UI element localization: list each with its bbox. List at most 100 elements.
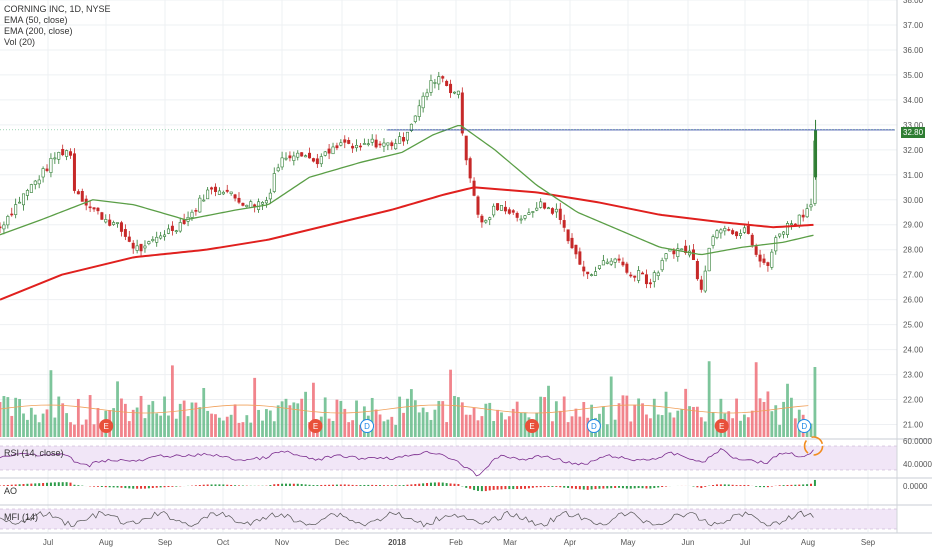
candle-body xyxy=(166,228,170,234)
volume-bar xyxy=(695,406,699,437)
volume-bar xyxy=(578,416,582,437)
candle-body xyxy=(210,187,214,190)
candle-body xyxy=(441,76,445,79)
volume-bar xyxy=(65,413,69,437)
volume-bar xyxy=(688,406,691,437)
ao-bar xyxy=(551,486,554,487)
candle-body xyxy=(104,219,108,223)
volume-bar xyxy=(743,414,746,437)
candle-body xyxy=(637,270,641,281)
ao-bar xyxy=(762,486,765,488)
volume-bar xyxy=(770,411,774,437)
x-tick-label: Jul xyxy=(43,538,53,547)
volume-bar xyxy=(53,417,57,437)
ao-bar xyxy=(473,486,476,491)
ao-bar xyxy=(719,484,722,486)
candle-body xyxy=(261,202,265,205)
volume-bar xyxy=(14,397,18,437)
earnings-marker xyxy=(714,419,729,433)
ao-bar xyxy=(292,483,295,486)
ao-bar xyxy=(296,483,299,486)
candle-body xyxy=(613,258,617,263)
ema200-line xyxy=(0,186,814,301)
volume-bar xyxy=(570,416,574,437)
volume-bar xyxy=(304,391,307,437)
candle-body xyxy=(597,265,601,269)
volume-bar xyxy=(18,398,21,437)
volume-series xyxy=(0,361,817,437)
volume-bar xyxy=(668,412,672,437)
ao-bar xyxy=(488,486,491,491)
candle-body xyxy=(351,145,355,149)
ao-bar xyxy=(480,486,483,492)
volume-bar xyxy=(523,412,527,437)
candle-body xyxy=(268,192,272,200)
candle-body xyxy=(151,239,155,242)
volume-bar xyxy=(229,414,233,437)
earnings-marker-label: E xyxy=(313,422,318,431)
volume-bar xyxy=(206,410,210,437)
ao-bar xyxy=(375,485,378,486)
volume-bar xyxy=(562,396,566,437)
ao-bar xyxy=(715,484,718,486)
rsi-highlight-circle xyxy=(803,436,824,456)
volume-bar xyxy=(29,407,33,437)
volume-bar xyxy=(0,402,2,437)
y-tick-label: 32.00 xyxy=(903,146,924,155)
ao-bar xyxy=(598,486,601,489)
candle-body xyxy=(433,82,437,84)
volume-bar xyxy=(449,369,452,437)
ao-bar xyxy=(414,484,417,486)
volume-bar xyxy=(629,421,633,437)
x-tick-label: Apr xyxy=(564,538,577,547)
candle-body xyxy=(10,213,14,216)
ao-bar xyxy=(782,485,785,486)
candle-body xyxy=(225,189,229,192)
ao-bar xyxy=(637,486,640,489)
candle-body xyxy=(527,212,531,215)
candle-body xyxy=(327,148,331,154)
volume-bar xyxy=(699,417,703,437)
volume-bar xyxy=(547,385,550,437)
ao-bar xyxy=(316,485,319,486)
ao-bar xyxy=(155,486,158,488)
candle-body xyxy=(49,157,53,173)
volume-bar xyxy=(96,408,100,437)
candle-body xyxy=(735,231,739,237)
volume-bar xyxy=(621,395,625,437)
candle-body xyxy=(664,253,668,260)
ao-bar xyxy=(633,486,636,489)
volume-bar xyxy=(159,415,163,437)
volume-bar xyxy=(645,414,648,437)
volume-bar xyxy=(774,405,778,437)
ao-bar xyxy=(96,486,99,487)
y-tick-label: 22.00 xyxy=(903,396,924,405)
ao-bar xyxy=(18,484,21,486)
dividend-marker xyxy=(586,419,601,433)
earnings-marker-label: E xyxy=(719,422,724,431)
ao-bar xyxy=(386,485,389,486)
volume-bar xyxy=(754,362,758,437)
volume-bar xyxy=(406,398,409,437)
rsi-axis-tick: 40.0000 xyxy=(903,460,932,469)
candle-body xyxy=(468,158,472,179)
volume-bar xyxy=(786,383,789,437)
candle-body xyxy=(746,226,750,234)
ao-bar xyxy=(359,485,362,486)
ao-bar xyxy=(390,485,393,486)
ao-bar xyxy=(410,484,413,486)
volume-bar xyxy=(202,387,206,437)
volume-bar xyxy=(398,396,402,437)
candle-body xyxy=(33,180,37,185)
rsi-pane-label: RSI (14, close) xyxy=(4,448,64,458)
ao-bar xyxy=(312,485,315,486)
candle-body xyxy=(731,230,735,235)
ao-bar xyxy=(128,486,131,489)
candle-body xyxy=(123,229,127,237)
ao-bar xyxy=(6,484,9,486)
candle-body xyxy=(507,209,511,214)
last-price-tag: 32.80 xyxy=(901,127,926,138)
volume-bar xyxy=(312,382,315,437)
